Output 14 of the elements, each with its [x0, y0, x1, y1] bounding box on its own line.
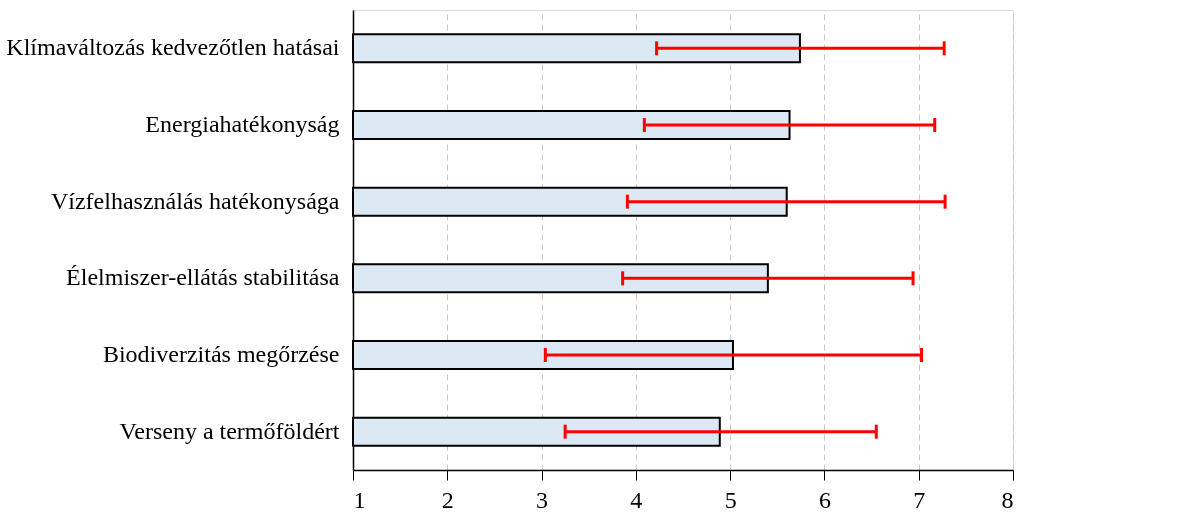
y-tick-label: Energiahatékonyság: [145, 111, 340, 137]
x-tick-label: 8: [1001, 486, 1014, 513]
y-tick-label: Klímaváltozás kedvezőtlen hatásai: [6, 34, 340, 61]
x-tick-label: 3: [536, 486, 549, 513]
y-tick-label: Vízfelhasználás hatékonysága: [50, 187, 340, 214]
x-tick-label: 7: [913, 486, 926, 513]
x-tick-label: 4: [630, 486, 643, 513]
x-tick-label: 1: [353, 486, 366, 513]
x-tick-label: 5: [724, 486, 737, 513]
y-tick-label: Élelmiszer-ellátás stabilitása: [66, 264, 340, 291]
y-tick-label: Biodiverzitás megőrzése: [102, 341, 340, 367]
x-tick-label: 2: [441, 486, 454, 513]
y-tick-label: Verseny a termőföldért: [119, 417, 340, 444]
x-tick-label: 6: [818, 486, 831, 513]
